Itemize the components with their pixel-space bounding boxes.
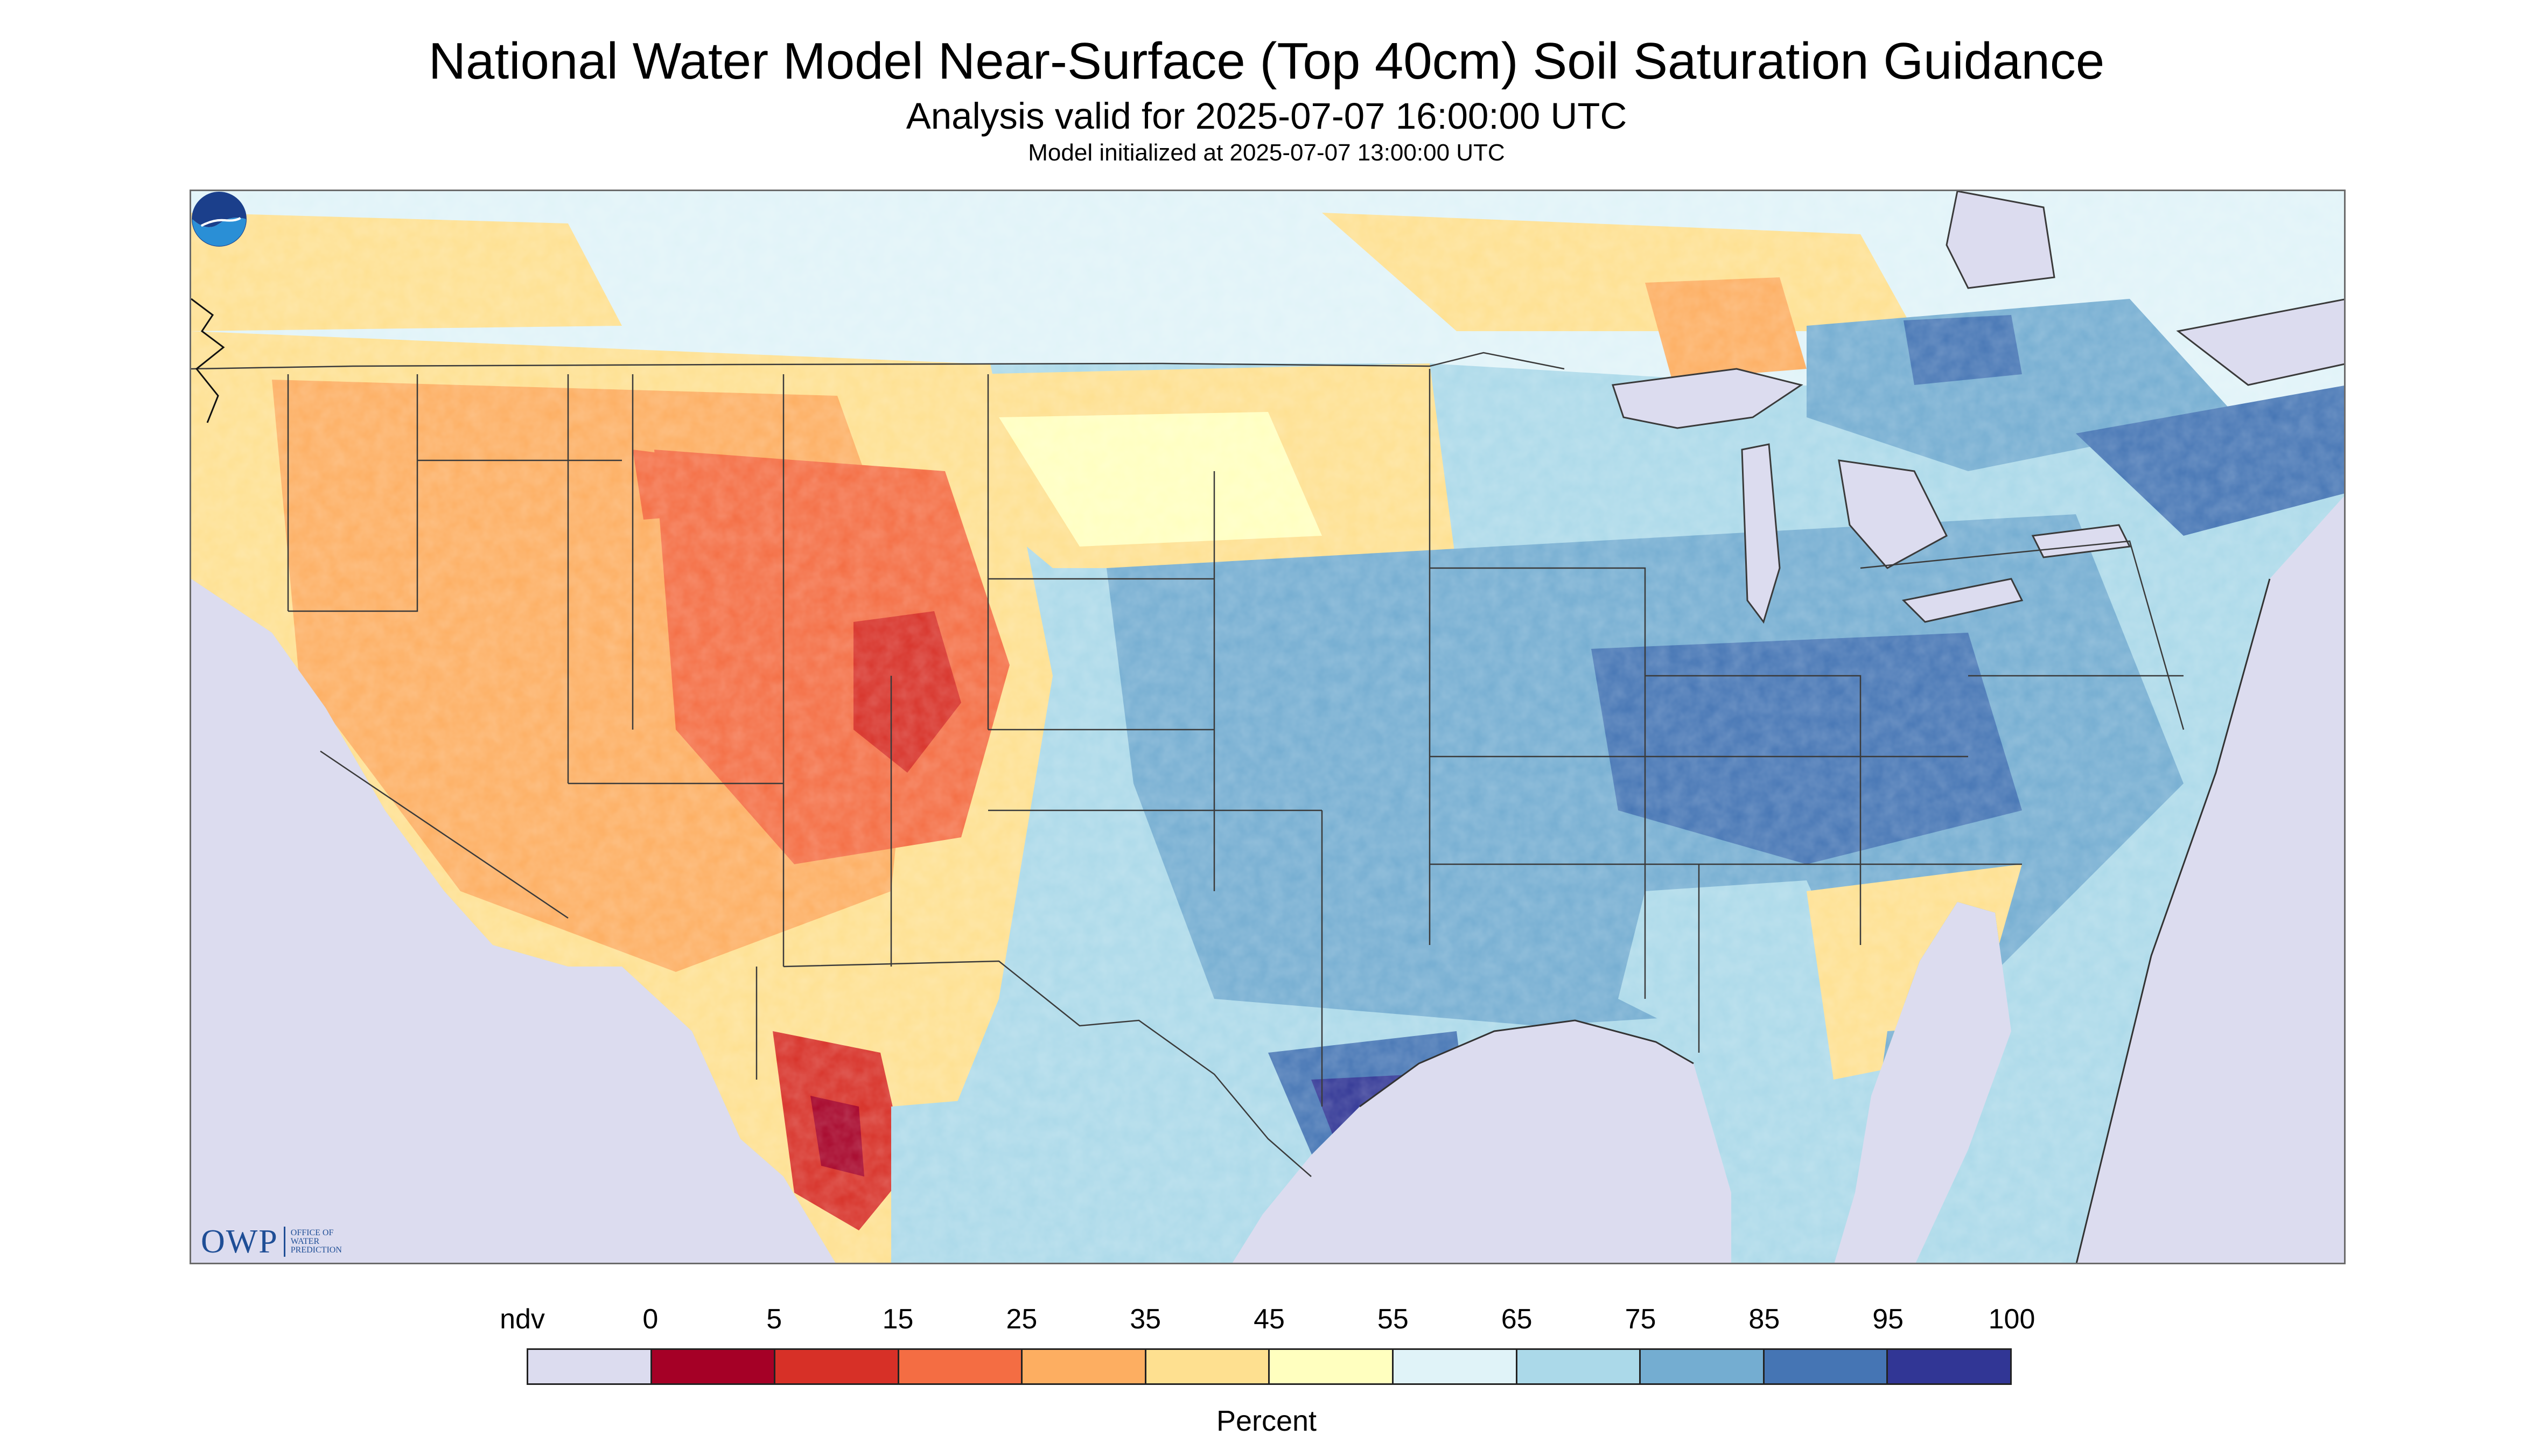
legend-label: 15 (882, 1304, 914, 1335)
legend-swatch (1517, 1350, 1641, 1383)
legend-swatch (1394, 1350, 1517, 1383)
analysis-valid-time: Analysis valid for 2025-07-07 16:00:00 U… (906, 95, 1627, 137)
owp-divider (283, 1227, 285, 1257)
legend-colorbar (527, 1348, 2012, 1385)
legend-label: 95 (1872, 1304, 1904, 1335)
us-canada-border (191, 352, 1565, 370)
great-lakes (1612, 191, 2344, 624)
st-lawrence (2176, 298, 2344, 386)
soil-saturation-map: OWP OFFICE OF WATER PREDICTION (190, 190, 2346, 1264)
legend-swatch (1888, 1350, 2010, 1383)
legend-label: ndv (500, 1304, 545, 1335)
model-initialized-time: Model initialized at 2025-07-07 13:00:00… (1028, 139, 1505, 166)
legend-labels: ndv 0 5 15 25 35 45 55 65 75 85 95 100 (0, 1305, 2533, 1338)
legend-label: 0 (642, 1304, 659, 1335)
legend-swatch (1146, 1350, 1270, 1383)
james-bay (1946, 191, 2055, 289)
legend-swatch (899, 1350, 1023, 1383)
chart-title: National Water Model Near-Surface (Top 4… (428, 32, 2105, 90)
owp-small-text: OFFICE OF WATER PREDICTION (290, 1228, 342, 1255)
political-boundaries (191, 352, 2185, 1177)
legend-label: 25 (1006, 1304, 1038, 1335)
land-field (191, 191, 2344, 1263)
legend-swatch (528, 1350, 652, 1383)
lake-huron (1838, 459, 1948, 569)
legend-swatch (1270, 1350, 1394, 1383)
legend-swatch (1641, 1350, 1765, 1383)
owp-letters: OWP (201, 1223, 278, 1260)
legend-label: 35 (1130, 1304, 1161, 1335)
noaa-logo (192, 192, 247, 247)
legend-swatch (1023, 1350, 1146, 1383)
legend-label: 45 (1254, 1304, 1285, 1335)
legend-swatch (775, 1350, 899, 1383)
lake-erie (1901, 578, 2024, 623)
owp-logo: OWP OFFICE OF WATER PREDICTION (201, 1223, 342, 1261)
legend-swatch (652, 1350, 776, 1383)
legend-label: 85 (1748, 1304, 1780, 1335)
legend-label: 65 (1501, 1304, 1533, 1335)
legend-swatch (1764, 1350, 1888, 1383)
coastlines (191, 298, 2271, 1263)
legend-unit: Percent (1216, 1405, 1317, 1437)
legend-label: 55 (1377, 1304, 1409, 1335)
map-canvas (191, 191, 2344, 1263)
colorbar-legend: ndv 0 5 15 25 35 45 55 65 75 85 95 100 P… (0, 1298, 2533, 1456)
legend-label: 100 (1988, 1304, 2035, 1335)
legend-label: 75 (1625, 1304, 1656, 1335)
lake-michigan (1741, 443, 1781, 624)
us-mexico-border (783, 960, 1312, 1177)
lake-superior (1612, 368, 1803, 429)
legend-label: 5 (766, 1304, 782, 1335)
